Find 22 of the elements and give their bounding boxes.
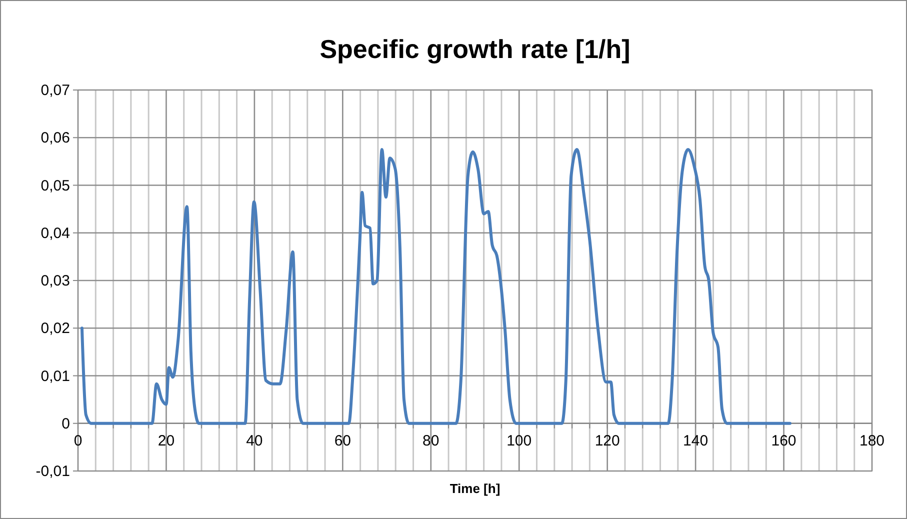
y-tick-label: 0,03: [40, 272, 70, 290]
x-tick-label: 180: [859, 432, 885, 450]
line-series: [80, 148, 792, 425]
x-tick-label: 100: [506, 432, 532, 450]
x-axis-title: Time [h]: [450, 481, 500, 496]
x-tick-label: 80: [422, 432, 440, 450]
y-tick-label: 0,02: [40, 320, 70, 338]
y-tick-label: -0,01: [36, 463, 70, 480]
y-tick-label: 0,05: [40, 177, 70, 194]
x-tick-label: 20: [158, 432, 175, 450]
y-tick-label: 0,07: [40, 82, 70, 99]
y-tick-label: 0,04: [40, 224, 70, 242]
x-tick-label: 40: [246, 432, 263, 450]
x-tick-label: 120: [594, 432, 620, 450]
y-tick-label: 0,01: [40, 368, 70, 385]
chart-title: Specific growth rate [1/h]: [320, 34, 630, 64]
x-tick-label: 140: [683, 432, 708, 450]
x-tick-label: 60: [334, 432, 352, 450]
y-tick-label: 0,06: [40, 130, 70, 147]
x-tick-label: 160: [771, 432, 796, 450]
x-tick-label: 0: [74, 432, 82, 450]
y-tick-label: 0: [62, 415, 70, 432]
